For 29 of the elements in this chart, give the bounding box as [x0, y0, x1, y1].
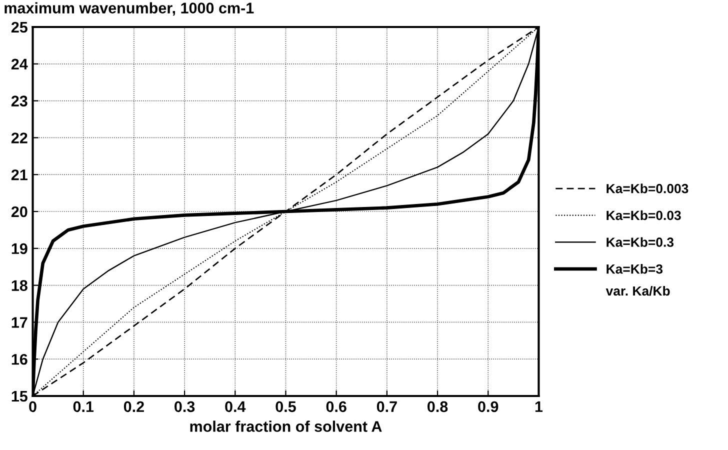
x-tick-label: 0.6: [326, 401, 346, 412]
x-tick-label: 0: [29, 401, 36, 412]
x-tick-label: 0.3: [174, 401, 195, 412]
y-tick-label: 18: [12, 280, 28, 291]
legend-label: Ka=Kb=0.03: [606, 210, 681, 220]
x-tick-label: 0.9: [478, 401, 498, 412]
y-tick-label: 19: [12, 243, 28, 254]
x-tick-label: 0.4: [225, 401, 246, 412]
y-tick-label: 24: [11, 58, 28, 70]
legend-label: Ka=Kb=0.3: [606, 237, 674, 247]
x-tick-label: 0.1: [73, 401, 94, 412]
y-tick-label: 22: [11, 132, 28, 144]
x-axis-title: molar fraction of solvent A: [190, 420, 382, 432]
y-tick-label: 20: [11, 206, 28, 218]
y-tick-label: 15: [12, 391, 28, 402]
x-tick-label: 1: [535, 401, 543, 412]
y-tick-label: 25: [11, 22, 28, 33]
y-tick-label: 17: [12, 317, 28, 328]
x-tick-label: 0.5: [276, 401, 296, 412]
y-tick-label: 21: [11, 169, 28, 180]
x-tick-label: 0.7: [376, 401, 397, 412]
x-tick-label: 0.8: [428, 401, 448, 412]
legend-title: var. Ka/Kb: [606, 286, 670, 296]
y-tick-label: 16: [12, 354, 28, 365]
x-tick-label: 0.2: [124, 401, 144, 412]
y-tick-label: 23: [11, 96, 28, 107]
y-axis-title: maximum wavenumber, 1000 cm-1: [4, 2, 254, 16]
legend-label: Ka=Kb=0.003: [606, 184, 688, 194]
legend-label: Ka=Kb=3: [606, 264, 663, 274]
